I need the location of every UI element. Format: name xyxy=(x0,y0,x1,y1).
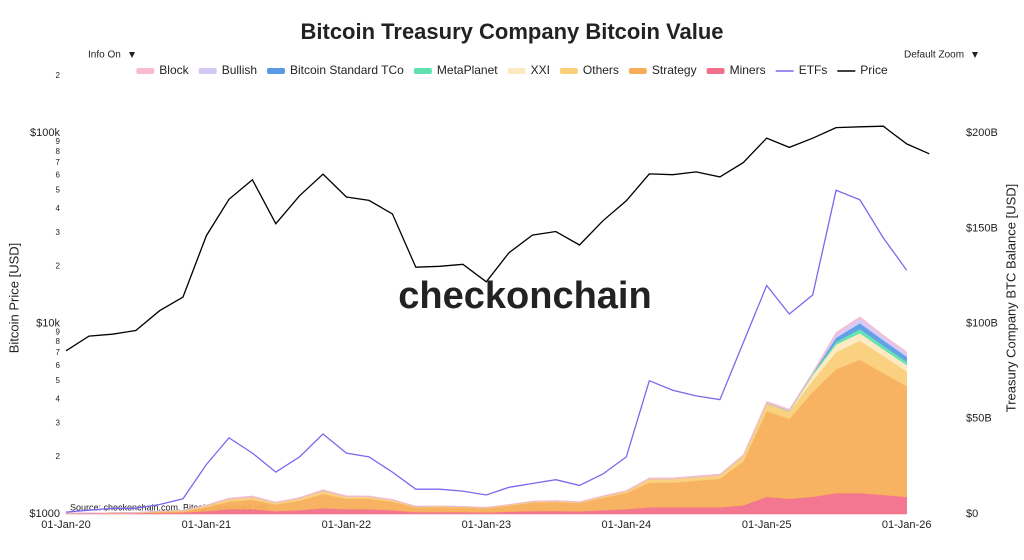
y-axis-label: Bitcoin Price [USD] xyxy=(6,243,21,354)
legend-label: XXI xyxy=(531,63,550,77)
stacked-area xyxy=(65,316,907,514)
y-tick-label: 5 xyxy=(56,376,61,385)
x-tick-label: 01-Jan-21 xyxy=(182,519,232,531)
legend-item: Miners xyxy=(706,63,766,77)
y-tick-label: 8 xyxy=(56,147,61,156)
legend-swatch xyxy=(198,68,217,74)
y2-tick-label: $200B xyxy=(966,127,998,139)
dropdown-arrow xyxy=(972,52,978,58)
legend-label: Bitcoin Standard TCo xyxy=(290,63,404,77)
y-tick-label: $100k xyxy=(30,127,60,139)
y-tick-label: $1000 xyxy=(29,508,60,520)
y-tick-label: 6 xyxy=(56,361,61,370)
y-tick-label: 4 xyxy=(56,395,61,404)
legend-item: XXI xyxy=(507,63,550,77)
y-tick-label: $10k xyxy=(36,318,60,330)
legend-swatch xyxy=(136,68,155,74)
y2-tick-label: $150B xyxy=(966,222,998,234)
watermark: checkonchain xyxy=(398,275,651,317)
legend-item: ETFs xyxy=(775,63,828,77)
legend-label: Miners xyxy=(730,63,766,77)
legend-item: Price xyxy=(837,63,888,77)
y-tick-label: 9 xyxy=(56,137,61,146)
areas xyxy=(65,316,907,515)
series-line xyxy=(65,125,930,352)
legend-label: Others xyxy=(583,63,619,77)
legend-label: Bullish xyxy=(222,63,257,77)
legend-label: Block xyxy=(159,63,189,77)
legend-label: Price xyxy=(860,63,888,77)
legend-swatch xyxy=(628,68,647,74)
y2-tick-label: $0 xyxy=(966,508,978,520)
y2-axis-label: Treasury Company BTC Balance [USD] xyxy=(1003,184,1018,413)
legend-label: MetaPlanet xyxy=(437,63,498,77)
legend-item: Bullish xyxy=(198,63,257,77)
legend-item: MetaPlanet xyxy=(413,63,498,77)
legend-swatch xyxy=(706,68,725,74)
y-tick-label: 7 xyxy=(56,348,61,357)
info-toggle[interactable]: Info On xyxy=(88,50,121,61)
legend-swatch xyxy=(559,68,578,74)
y-tick-label: 2 xyxy=(56,71,61,80)
dropdown-arrow xyxy=(129,52,135,58)
y-tick-label: 6 xyxy=(56,171,61,180)
zoom-select[interactable]: Default Zoom xyxy=(904,50,964,61)
y-tick-label: 5 xyxy=(56,186,61,195)
legend-item: Strategy xyxy=(628,63,697,77)
x-tick-label: 01-Jan-26 xyxy=(882,519,932,531)
x-tick-label: 01-Jan-25 xyxy=(742,519,792,531)
legend-label: Strategy xyxy=(652,63,697,77)
legend: Block Bullish Bitcoin Standard TCo MetaPlan… xyxy=(136,63,888,77)
legend-item: Bitcoin Standard TCo xyxy=(267,63,404,77)
source-note: Source: checkonchain.com, BitcoinTreasur… xyxy=(70,502,268,512)
y2-tick-label: $50B xyxy=(966,413,992,425)
y-tick-label: 7 xyxy=(56,158,61,167)
x-tick-label: 01-Jan-20 xyxy=(41,519,91,531)
x-tick-label: 01-Jan-24 xyxy=(602,519,652,531)
y2-tick-label: $100B xyxy=(966,317,998,329)
legend-item: Block xyxy=(136,63,190,77)
lines xyxy=(65,125,930,513)
y-tick-label: 8 xyxy=(56,337,61,346)
stacked-area xyxy=(65,359,907,514)
x-tick-label: 01-Jan-22 xyxy=(322,519,372,531)
series-line xyxy=(65,189,908,513)
legend-label: ETFs xyxy=(799,63,828,77)
chart-title: Bitcoin Treasury Company Bitcoin Value xyxy=(301,19,724,44)
legend-swatch xyxy=(507,68,526,74)
legend-swatch xyxy=(413,68,432,74)
y-tick-label: 2 xyxy=(56,261,61,270)
y-tick-label: 3 xyxy=(56,228,61,237)
y-tick-label: 9 xyxy=(56,327,61,336)
y-tick-label: 3 xyxy=(56,418,61,427)
legend-swatch xyxy=(267,68,285,74)
y-tick-label: 4 xyxy=(56,204,61,213)
legend-item: Others xyxy=(559,63,619,77)
x-tick-label: 01-Jan-23 xyxy=(462,519,512,531)
y-tick-label: 2 xyxy=(56,452,61,461)
